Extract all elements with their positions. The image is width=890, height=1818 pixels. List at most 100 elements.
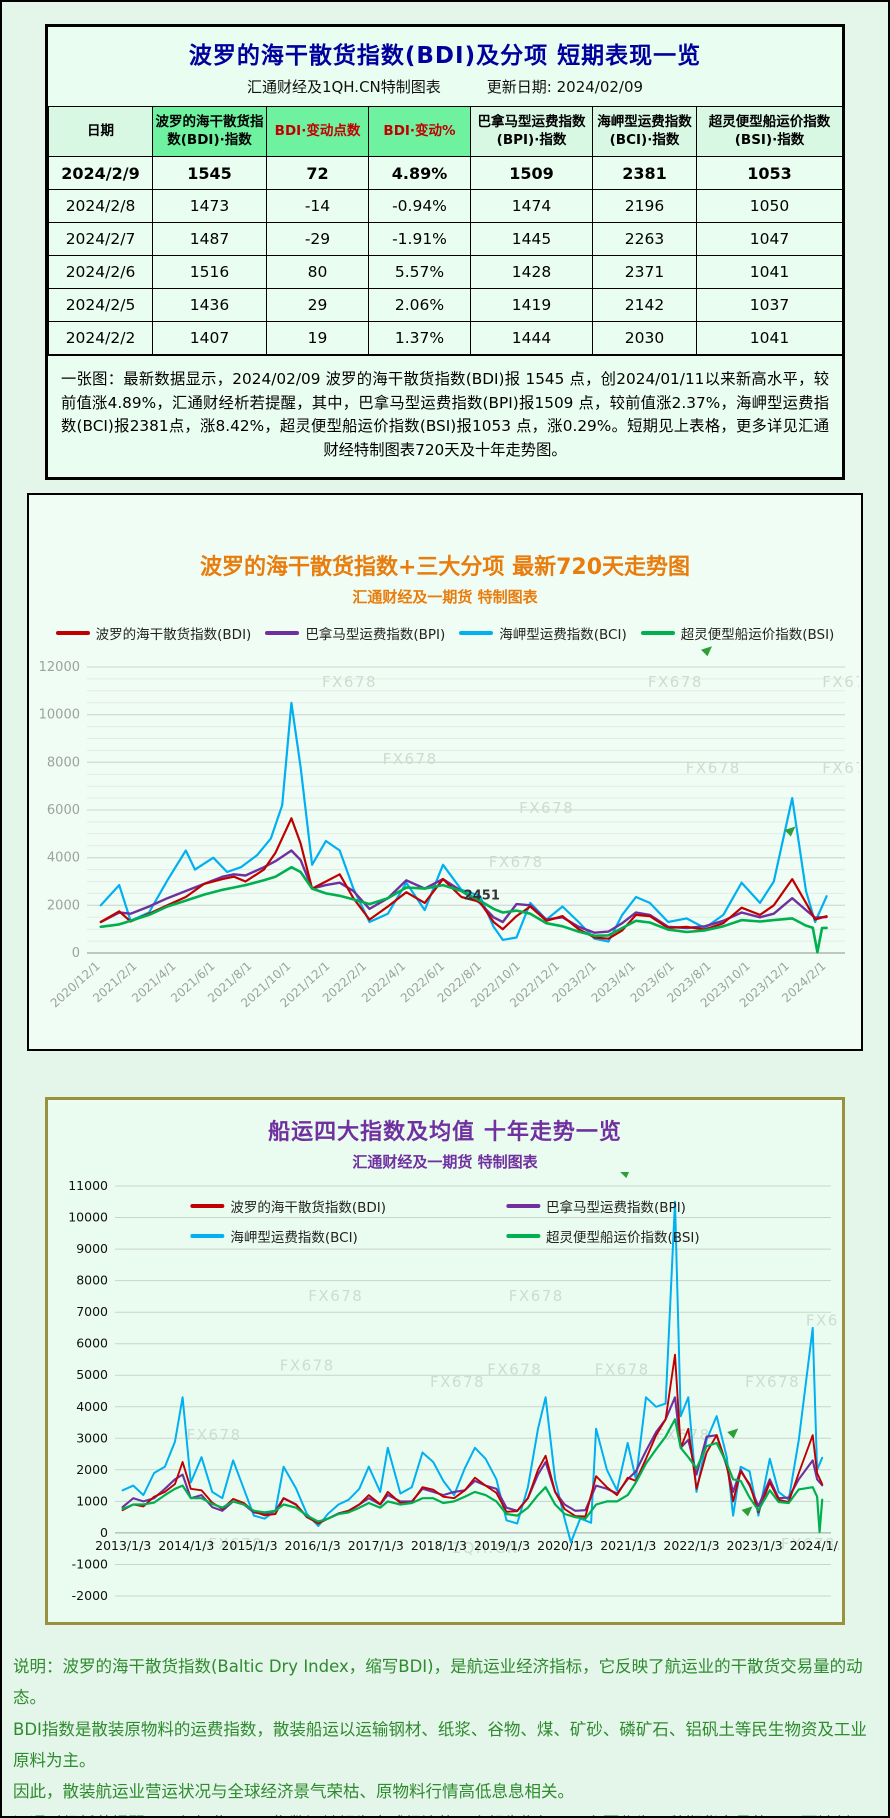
table-cell: 1428 — [470, 255, 593, 289]
table-cell: 80 — [266, 255, 369, 289]
table-cell: 1053 — [696, 156, 843, 190]
table-row[interactable]: 2024/2/9 1545 72 4.89% 1509 2381 1053 — [48, 156, 843, 190]
legend-item[interactable]: 波罗的海干散货指数(BDI) — [55, 623, 252, 643]
table-cell: 4.89% — [368, 156, 471, 190]
svg-text:FX678: FX678 — [187, 1426, 242, 1444]
table-cell: 1545 — [152, 156, 267, 190]
svg-text:FX678: FX678 — [280, 1356, 335, 1374]
svg-text:12000: 12000 — [39, 660, 80, 675]
svg-text:2021/1/3: 2021/1/3 — [600, 1538, 656, 1553]
chart-720-legend: 波罗的海干散货指数(BDI) 巴拿马型运费指数(BPI) 海岬型运费指数(BCI) 超… — [29, 623, 861, 643]
table-cell: 1474 — [470, 189, 593, 223]
table-cell: 1436 — [152, 288, 267, 322]
svg-text:FX678: FX678 — [822, 759, 859, 777]
svg-text:2016/1/3: 2016/1/3 — [285, 1538, 341, 1553]
table-cell: 1444 — [470, 321, 593, 355]
svg-text:2024/1/3: 2024/1/3 — [790, 1538, 839, 1553]
legend-label: 巴拿马型运费指数(BPI) — [305, 626, 446, 643]
svg-text:FX678: FX678 — [322, 673, 377, 691]
legend-swatch-icon — [506, 1203, 541, 1208]
note-paragraph: 说明：波罗的海干散货指数(Baltic Dry Index，缩写BDI)，是航运… — [13, 1656, 863, 1708]
legend-item[interactable]: 波罗的海干散货指数(BDI) — [190, 1196, 386, 1216]
index-table-body: 2024/2/9 1545 72 4.89% 1509 2381 1053 2024/2/8 1… — [48, 156, 843, 355]
table-cell: 2371 — [592, 255, 697, 289]
table-cell: 1419 — [470, 288, 593, 322]
table-cell: 2263 — [592, 222, 697, 256]
legend-label: 波罗的海干散货指数(BDI) — [230, 1199, 387, 1216]
table-row[interactable]: 2024/2/5 1436 29 2.06% 1419 2142 1037 — [48, 288, 843, 322]
svg-text:FX678: FX678 — [383, 750, 438, 768]
svg-text:FX678: FX678 — [595, 1360, 650, 1378]
table-cell: 1516 — [152, 255, 267, 289]
table-cell: 2.06% — [368, 288, 471, 322]
notes-section: 说明：波罗的海干散货指数(Baltic Dry Index，缩写BDI)，是航运… — [9, 1651, 881, 1816]
svg-text:FX678: FX678 — [745, 1373, 800, 1391]
svg-text:2000: 2000 — [76, 1462, 108, 1477]
svg-text:-1000: -1000 — [72, 1556, 108, 1571]
table-row[interactable]: 2024/2/6 1516 80 5.57% 1428 2371 1041 — [48, 255, 843, 289]
svg-text:FX678: FX678 — [822, 673, 859, 691]
legend-label: 海岬型运费指数(BCI) — [230, 1229, 358, 1246]
table-row[interactable]: 2024/2/8 1473 -14 -0.94% 1474 2196 1050 — [48, 189, 843, 223]
table-row[interactable]: 2024/2/2 1407 19 1.37% 1444 2030 1041 — [48, 321, 843, 355]
svg-text:FX678: FX678 — [308, 1287, 363, 1305]
column-header: BDI·变动点数 — [266, 106, 369, 157]
svg-text:2451: 2451 — [464, 888, 500, 903]
table-cell: 1.37% — [368, 321, 471, 355]
table-cell: 1037 — [696, 288, 843, 322]
table-subtitle: 汇通财经及1QH.CN特制图表 更新日期: 2024/02/09 — [48, 76, 842, 97]
svg-text:6000: 6000 — [47, 803, 80, 818]
legend-item[interactable]: 海岬型运费指数(BCI) — [459, 623, 627, 643]
table-cell: 2142 — [592, 288, 697, 322]
legend-item[interactable]: 海岬型运费指数(BCI) — [190, 1226, 386, 1246]
legend-label: 海岬型运费指数(BCI) — [499, 626, 627, 643]
svg-text:11000: 11000 — [68, 1178, 108, 1193]
svg-text:10000: 10000 — [39, 708, 80, 723]
legend-label: 波罗的海干散货指数(BDI) — [95, 626, 252, 643]
column-header: 超灵便型船运价指数(BSI)·指数 — [696, 106, 843, 157]
legend-item[interactable]: 超灵便型船运价指数(BSI) — [506, 1226, 700, 1246]
svg-text:2017/1/3: 2017/1/3 — [348, 1538, 404, 1553]
svg-text:0: 0 — [72, 946, 80, 961]
svg-text:2000: 2000 — [47, 898, 80, 913]
chart-10y-wrap: 波罗的海干散货指数(BDI) 巴拿马型运费指数(BPI) 海岬型运费指数(BCI) 超… — [48, 1171, 842, 1614]
legend-item[interactable]: 巴拿马型运费指数(BPI) — [506, 1196, 700, 1216]
legend-item[interactable]: 巴拿马型运费指数(BPI) — [265, 623, 445, 643]
legend-item[interactable]: 超灵便型船运价指数(BSI) — [640, 623, 834, 643]
table-cell: 2024/2/5 — [48, 288, 153, 322]
svg-text:2014/1/3: 2014/1/3 — [158, 1538, 214, 1553]
svg-text:FX678: FX678 — [430, 1373, 485, 1391]
legend-swatch-icon — [459, 630, 494, 635]
svg-text:2013/1/3: 2013/1/3 — [95, 1538, 151, 1553]
table-cell: 2024/2/2 — [48, 321, 153, 355]
note-paragraph: BDI指数是散装原物料的运费指数，散装船运以运输钢材、纸浆、谷物、煤、矿砂、磷矿… — [13, 1719, 867, 1770]
svg-text:0: 0 — [100, 1525, 108, 1540]
table-row[interactable]: 2024/2/7 1487 -29 -1.91% 1445 2263 1047 — [48, 222, 843, 256]
table-cell: 72 — [266, 156, 369, 190]
chart-10y-title: 船运四大指数及均值 十年走势一览 — [268, 1119, 622, 1145]
svg-text:FX678: FX678 — [806, 1311, 839, 1329]
table-cell: 29 — [266, 288, 369, 322]
svg-text:FX678: FX678 — [519, 799, 574, 817]
legend-label: 巴拿马型运费指数(BPI) — [546, 1199, 686, 1216]
table-cell: 2030 — [592, 321, 697, 355]
svg-text:10000: 10000 — [68, 1209, 108, 1224]
table-title: 波罗的海干散货指数(BDI)及分项 短期表现一览 — [188, 43, 702, 69]
table-cell: 1050 — [696, 189, 843, 223]
svg-text:8000: 8000 — [76, 1272, 108, 1287]
svg-text:5000: 5000 — [76, 1367, 108, 1382]
source-label: 汇通财经及1QH.CN特制图表 — [246, 78, 441, 96]
column-header: 巴拿马型运费指数(BPI)·指数 — [470, 106, 593, 157]
chart-10y-legend: 波罗的海干散货指数(BDI) 巴拿马型运费指数(BPI) 海岬型运费指数(BCI) 超… — [190, 1196, 700, 1246]
svg-text:2020/1/3: 2020/1/3 — [537, 1538, 593, 1553]
svg-text:1QH.CN: 1QH.CN — [452, 1539, 520, 1557]
column-header: 海岬型运费指数(BCI)·指数 — [592, 106, 697, 157]
chart-720-svg: 0 2000 4000 6000 8000 10000 12000 FX678 FX678 FX6… — [39, 646, 859, 1010]
legend-swatch-icon — [190, 1233, 225, 1238]
update-date-label: 更新日期: 2024/02/09 — [486, 78, 644, 96]
table-cell: 1473 — [152, 189, 267, 223]
table-cell: 2196 — [592, 189, 697, 223]
table-cell: 2024/2/6 — [48, 255, 153, 289]
table-cell: -29 — [266, 222, 369, 256]
